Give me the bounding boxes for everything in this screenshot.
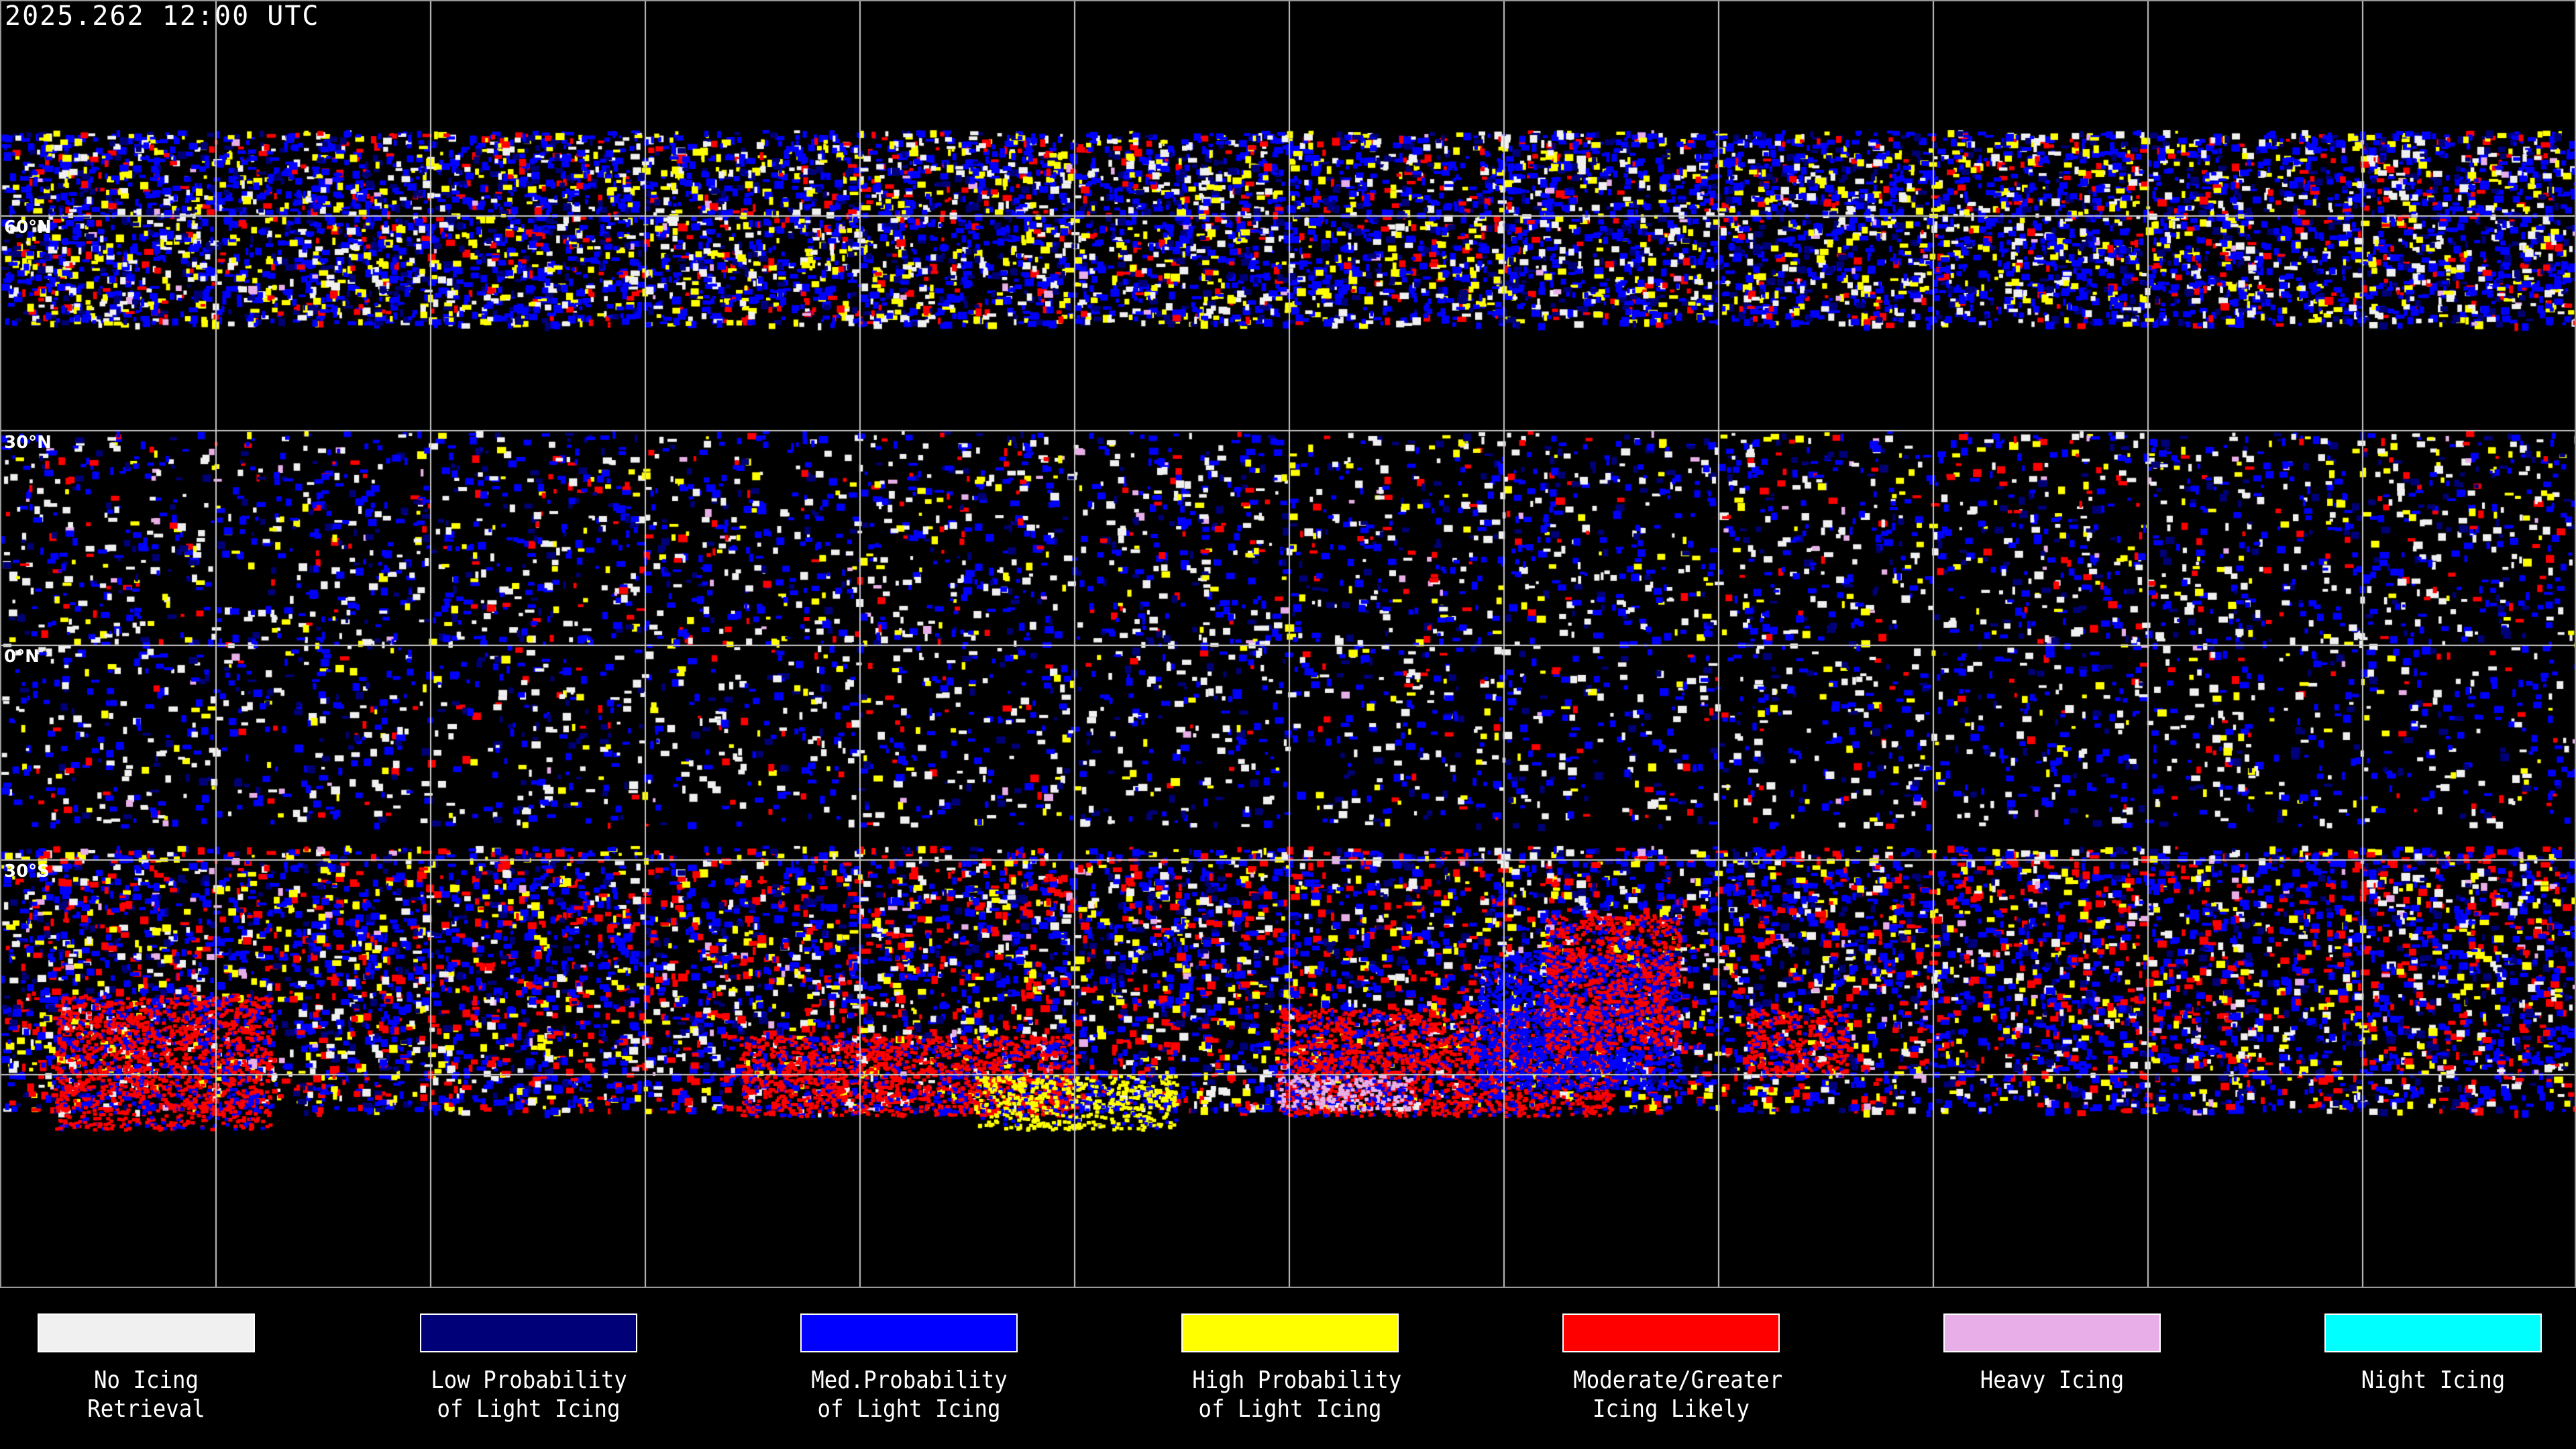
legend-swatch xyxy=(420,1313,637,1352)
lat-label-30n: 30°N xyxy=(4,433,52,453)
lat-label-30s: 30°S xyxy=(4,861,50,881)
legend-label-line1: High Probability xyxy=(1192,1366,1402,1394)
legend-item-night-icing: Night Icing xyxy=(2324,1313,2542,1395)
legend-label-line2: Icing Likely xyxy=(1592,1395,1750,1423)
legend-swatch xyxy=(2324,1313,2542,1352)
icing-field-canvas xyxy=(1,1,2575,1287)
lat-label-equator: 0°N xyxy=(4,647,40,667)
legend-label-line1: Low Probability xyxy=(431,1366,627,1394)
legend-item-high-probability: High Probability of Light Icing xyxy=(1181,1313,1402,1424)
legend-label-line1: Night Icing xyxy=(2361,1366,2506,1394)
legend-item-no-icing: No Icing Retrieval xyxy=(38,1313,255,1424)
legend-swatch xyxy=(1562,1313,1780,1352)
legend-item-med-probability: Med.Probability of Light Icing xyxy=(800,1313,1018,1424)
legend-item-heavy-icing: Heavy Icing xyxy=(1943,1313,2161,1395)
legend-label-line2: Retrieval xyxy=(87,1395,205,1423)
legend-label-line1: No Icing xyxy=(93,1366,199,1394)
legend-item-moderate-greater: Moderate/Greater Icing Likely xyxy=(1562,1313,1783,1424)
legend-label-line2: of Light Icing xyxy=(437,1395,621,1423)
legend-label-line1: Heavy Icing xyxy=(1980,1366,2125,1394)
legend-label-line2: of Light Icing xyxy=(1198,1395,1382,1423)
lat-label-60n: 60°N xyxy=(4,217,52,237)
legend-swatch xyxy=(38,1313,255,1352)
legend-swatch xyxy=(1943,1313,2161,1352)
legend-label-line1: Moderate/Greater xyxy=(1573,1366,1783,1394)
legend-swatch xyxy=(800,1313,1018,1352)
icing-map: 2025.262 12:00 UTC 60°N 30°N 0°N 30°S xyxy=(0,0,2576,1288)
legend-label-line1: Med.Probability xyxy=(811,1366,1008,1394)
legend-swatch xyxy=(1181,1313,1399,1352)
timestamp: 2025.262 12:00 UTC xyxy=(5,1,320,32)
legend-item-low-probability: Low Probability of Light Icing xyxy=(420,1313,637,1424)
legend-label-line2: of Light Icing xyxy=(817,1395,1001,1423)
